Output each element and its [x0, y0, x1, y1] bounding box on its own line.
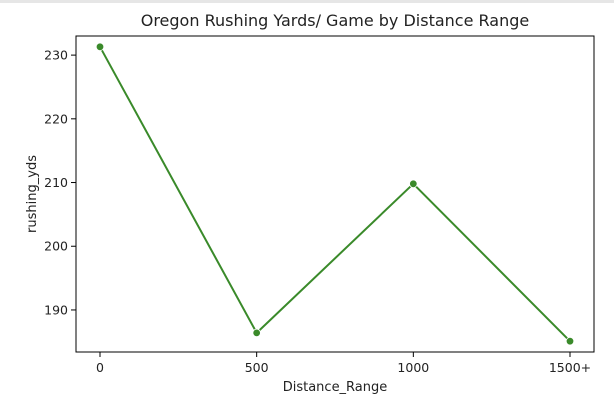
y-axis: 190 200 210 220 230 — [44, 48, 76, 318]
x-tick-label: 1000 — [397, 360, 429, 375]
x-axis-label: Distance_Range — [283, 380, 388, 395]
x-tick-label: 1500+ — [549, 360, 591, 375]
series-layer — [96, 43, 574, 345]
x-axis: 0 500 1000 1500+ — [96, 352, 591, 375]
series-line — [100, 47, 570, 341]
data-point — [96, 43, 104, 51]
x-tick-label: 500 — [245, 360, 269, 375]
plot-frame — [76, 36, 594, 352]
x-tick-label: 0 — [96, 360, 104, 375]
y-tick-label: 230 — [44, 48, 68, 63]
y-tick-label: 220 — [44, 111, 68, 126]
data-point — [253, 329, 261, 337]
chart-title: Oregon Rushing Yards/ Game by Distance R… — [141, 11, 530, 30]
data-point — [410, 180, 418, 188]
y-tick-label: 190 — [44, 302, 68, 317]
data-point — [566, 337, 574, 345]
y-axis-label: rushing_yds — [25, 155, 40, 233]
y-tick-label: 210 — [44, 175, 68, 190]
y-tick-label: 200 — [44, 239, 68, 254]
